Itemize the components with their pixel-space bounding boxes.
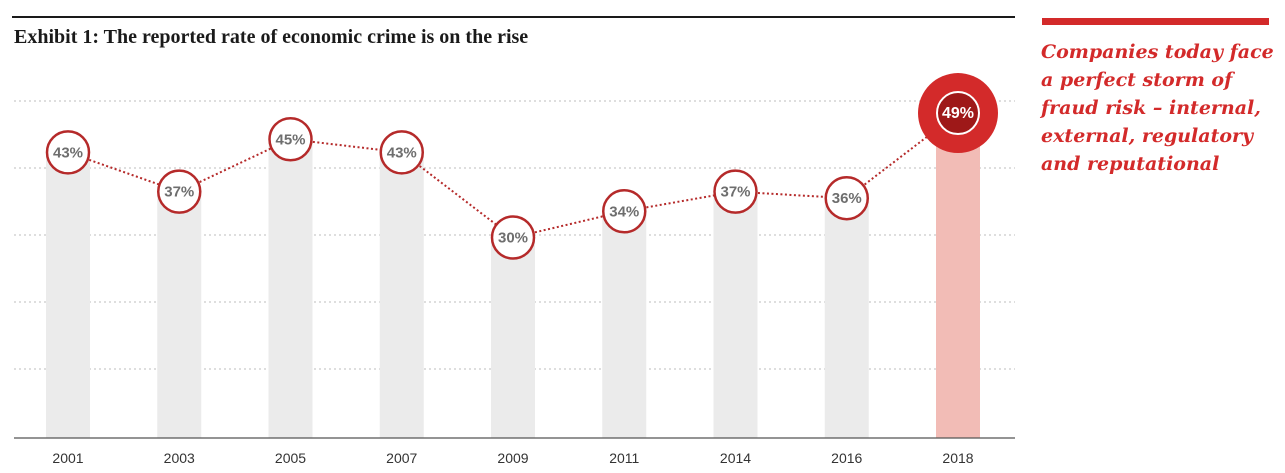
markers: 43% 37% 45% 43% 30% 34% 37% 36% 49% bbox=[45, 73, 998, 260]
bar-2003 bbox=[157, 191, 202, 438]
bar-2014 bbox=[713, 191, 758, 438]
data-point-2005: 45% bbox=[268, 117, 313, 162]
x-tick-label: 2014 bbox=[720, 450, 751, 466]
data-point-2009: 30% bbox=[490, 215, 536, 260]
data-point-2018: 49% bbox=[918, 73, 998, 154]
x-tick-label: 2011 bbox=[609, 450, 639, 466]
highlight-marker bbox=[936, 91, 980, 136]
point-marker bbox=[157, 169, 202, 214]
point-marker bbox=[713, 169, 758, 214]
data-label: 43% bbox=[387, 144, 417, 161]
x-tick-label: 2009 bbox=[497, 450, 528, 466]
data-label: 45% bbox=[275, 131, 305, 148]
data-label: 30% bbox=[498, 230, 528, 247]
trend-segment bbox=[401, 151, 514, 239]
data-label: 34% bbox=[609, 203, 639, 220]
data-point-2003: 37% bbox=[157, 169, 202, 214]
point-marker bbox=[379, 130, 424, 175]
point-marker bbox=[45, 130, 91, 175]
callout-text: Companies today face a perfect storm of … bbox=[1041, 41, 1274, 175]
data-point-2001: 43% bbox=[45, 130, 91, 175]
data-label: 37% bbox=[720, 184, 750, 201]
chart-title: Exhibit 1: The reported rate of economic… bbox=[14, 26, 529, 48]
bar-2018 bbox=[936, 113, 980, 439]
callout-rule bbox=[1042, 18, 1269, 25]
x-axis: 2001 2003 2005 2007 2009 2011 2014 2016 2018 bbox=[14, 437, 1015, 466]
data-label: 37% bbox=[164, 184, 194, 201]
data-point-2014: 37% bbox=[713, 169, 758, 214]
x-tick-label: 2001 bbox=[52, 450, 83, 466]
x-tick-label: 2005 bbox=[275, 450, 306, 466]
data-point-2007: 43% bbox=[379, 130, 424, 175]
bar-2009 bbox=[491, 237, 535, 438]
point-marker bbox=[490, 215, 536, 260]
bar-2011 bbox=[602, 211, 647, 438]
trend-segment bbox=[846, 112, 959, 199]
bars bbox=[46, 113, 980, 439]
x-tick-label: 2007 bbox=[386, 450, 417, 466]
data-point-2016: 36% bbox=[824, 175, 869, 221]
data-label: 49% bbox=[942, 105, 974, 122]
x-tick-label: 2016 bbox=[831, 450, 862, 466]
x-tick-label: 2003 bbox=[164, 450, 195, 466]
point-marker bbox=[602, 189, 647, 234]
data-point-2011: 34% bbox=[602, 189, 647, 234]
bar-2016 bbox=[824, 198, 869, 438]
data-label: 43% bbox=[53, 144, 83, 161]
chart: 2001 2003 2005 2007 2009 2011 2014 2016 2018 43%… bbox=[14, 73, 1015, 466]
bar-2005 bbox=[268, 139, 313, 438]
bar-2001 bbox=[46, 152, 90, 438]
data-label: 36% bbox=[832, 190, 862, 207]
bar-2007 bbox=[379, 152, 424, 438]
point-marker bbox=[824, 175, 869, 221]
point-marker bbox=[268, 117, 313, 162]
x-tick-label: 2018 bbox=[942, 450, 973, 466]
top-rule bbox=[12, 16, 1015, 18]
